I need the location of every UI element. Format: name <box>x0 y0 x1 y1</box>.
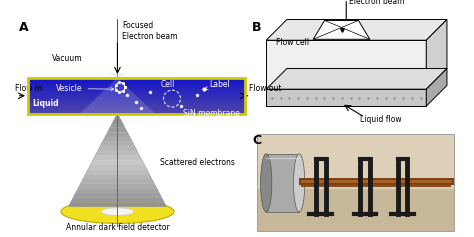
Polygon shape <box>100 142 135 146</box>
Bar <box>28 78 245 79</box>
Polygon shape <box>426 68 447 106</box>
Bar <box>28 100 245 101</box>
Polygon shape <box>71 198 164 202</box>
Bar <box>28 86 245 87</box>
Ellipse shape <box>293 154 305 212</box>
Bar <box>28 114 245 115</box>
Bar <box>28 78 245 114</box>
Bar <box>28 81 245 82</box>
Bar <box>28 83 245 85</box>
Text: B: B <box>252 21 262 34</box>
Polygon shape <box>266 68 447 89</box>
Text: Cell: Cell <box>161 80 175 89</box>
Bar <box>28 107 245 108</box>
Polygon shape <box>91 160 145 165</box>
Text: Vacuum: Vacuum <box>52 54 82 63</box>
Polygon shape <box>93 156 142 160</box>
Bar <box>28 111 245 112</box>
Bar <box>28 110 245 111</box>
Bar <box>28 88 245 89</box>
Bar <box>28 79 245 80</box>
Bar <box>28 96 245 97</box>
Polygon shape <box>80 78 155 114</box>
Bar <box>258 135 454 189</box>
Bar <box>28 101 245 103</box>
Polygon shape <box>112 118 122 123</box>
Bar <box>28 99 245 100</box>
Bar <box>28 97 245 98</box>
Polygon shape <box>98 146 137 151</box>
Text: Scattered electrons: Scattered electrons <box>160 158 235 167</box>
Polygon shape <box>108 73 127 78</box>
Bar <box>266 40 426 89</box>
Bar <box>28 84 245 86</box>
Polygon shape <box>313 20 370 39</box>
Ellipse shape <box>101 208 134 215</box>
Polygon shape <box>86 170 149 174</box>
Bar <box>28 106 245 107</box>
Bar <box>28 90 245 91</box>
Text: Flow out: Flow out <box>249 84 282 93</box>
Bar <box>28 82 245 84</box>
Text: Label: Label <box>205 80 229 90</box>
Polygon shape <box>105 132 130 137</box>
Polygon shape <box>81 179 154 184</box>
Bar <box>266 89 426 106</box>
Polygon shape <box>78 184 156 188</box>
Polygon shape <box>73 193 162 198</box>
Bar <box>266 154 299 212</box>
Bar <box>28 80 245 81</box>
Text: Focused
Electron beam: Focused Electron beam <box>122 21 178 41</box>
Bar <box>28 104 245 105</box>
Text: Liquid: Liquid <box>33 99 59 108</box>
Text: Electron beam: Electron beam <box>349 0 404 6</box>
Text: SiN membrane: SiN membrane <box>183 109 240 118</box>
Polygon shape <box>110 123 125 128</box>
Bar <box>28 102 245 104</box>
Bar <box>28 85 245 87</box>
Polygon shape <box>95 151 139 156</box>
Text: Vesicle: Vesicle <box>56 84 114 93</box>
Polygon shape <box>88 165 147 170</box>
Bar <box>28 100 245 102</box>
Bar <box>28 95 245 96</box>
Bar <box>28 89 245 90</box>
Polygon shape <box>115 114 120 118</box>
Text: Annular dark field detector: Annular dark field detector <box>65 223 169 232</box>
Bar <box>28 103 245 105</box>
Bar <box>28 91 245 92</box>
Bar <box>28 113 245 114</box>
Bar <box>28 87 245 88</box>
Bar <box>28 93 245 94</box>
Polygon shape <box>103 137 132 142</box>
Bar <box>28 105 245 106</box>
Polygon shape <box>68 202 166 207</box>
Polygon shape <box>266 19 447 40</box>
Text: Flow cell: Flow cell <box>275 38 309 47</box>
Polygon shape <box>76 188 159 193</box>
Bar <box>28 109 245 110</box>
Bar <box>28 82 245 83</box>
Bar <box>28 112 245 113</box>
Text: Flow in: Flow in <box>15 84 42 93</box>
Text: A: A <box>18 21 28 34</box>
Bar <box>28 108 245 109</box>
Bar <box>28 94 245 95</box>
Ellipse shape <box>61 200 174 223</box>
Bar <box>28 98 245 99</box>
Ellipse shape <box>261 154 272 212</box>
Polygon shape <box>426 19 447 89</box>
Text: C: C <box>252 134 261 147</box>
Polygon shape <box>83 174 152 179</box>
Bar <box>28 92 245 93</box>
Polygon shape <box>108 128 127 132</box>
Bar <box>257 134 455 231</box>
Text: Liquid flow: Liquid flow <box>360 115 402 124</box>
Polygon shape <box>68 114 166 207</box>
